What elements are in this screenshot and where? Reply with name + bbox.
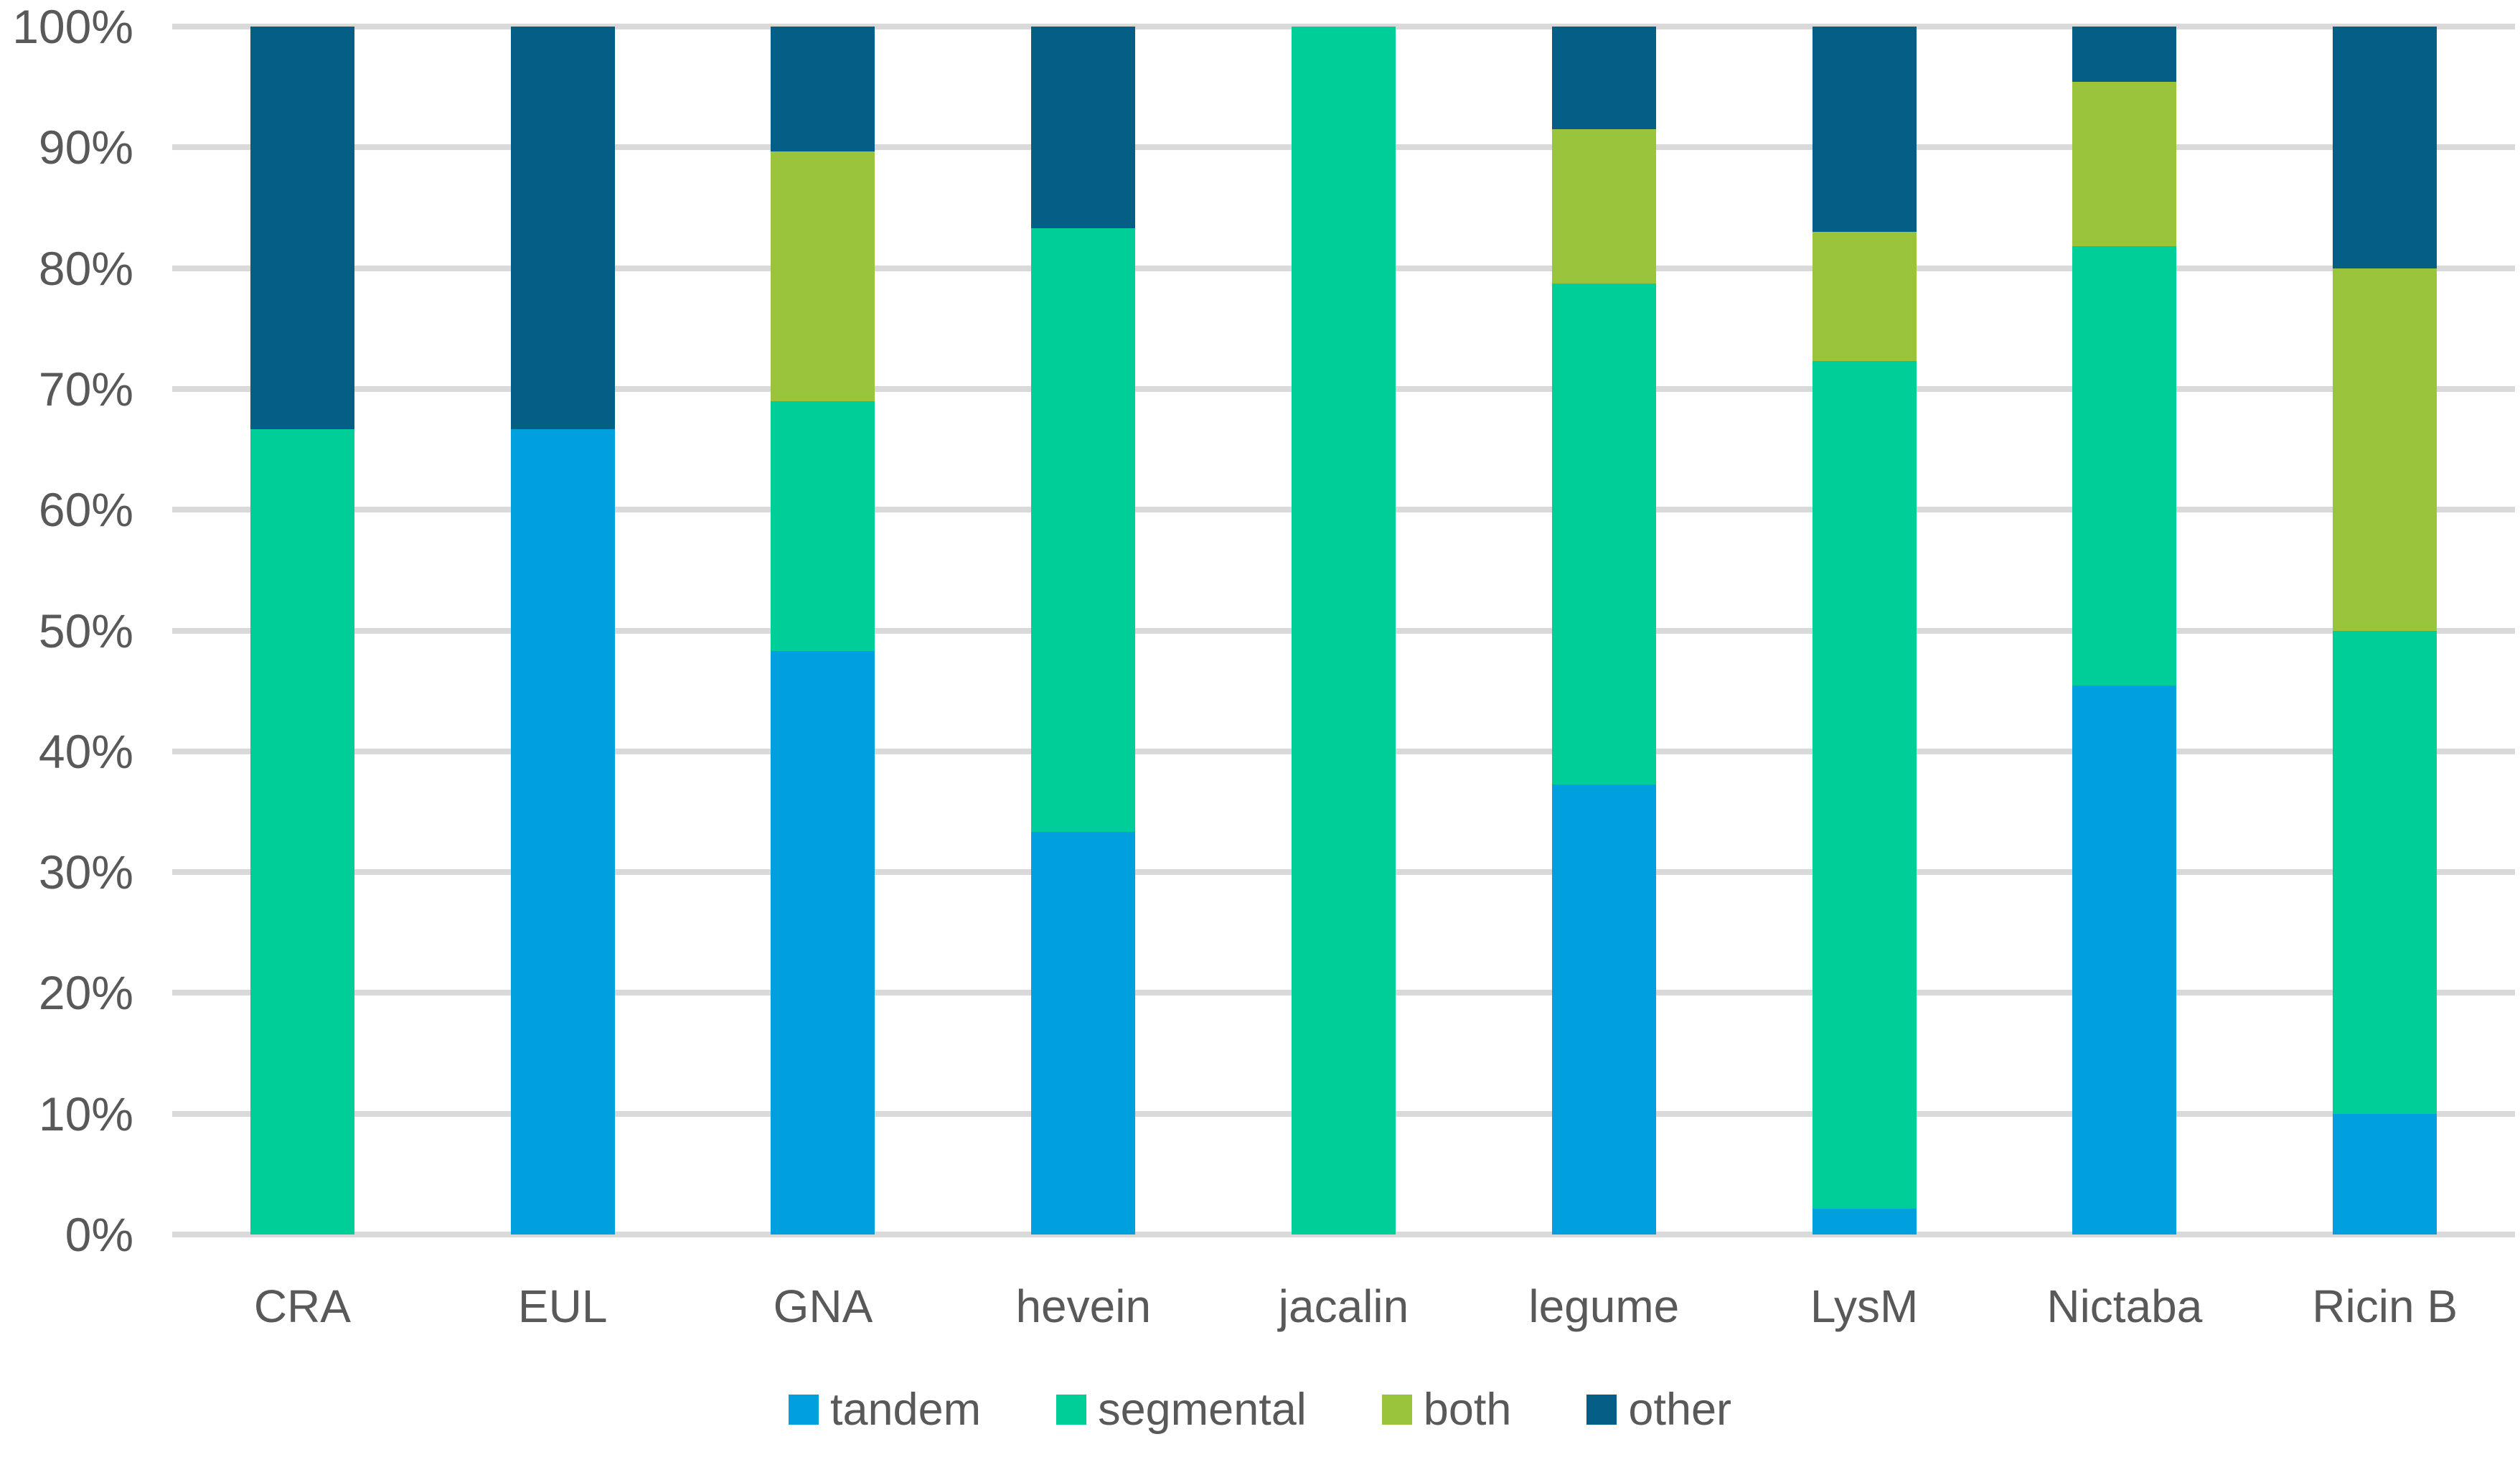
bar-segment-both bbox=[771, 151, 875, 402]
bar-LysM bbox=[1812, 27, 1917, 1235]
bar-slot-LysM bbox=[1734, 27, 1995, 1235]
bar-segment-tandem bbox=[771, 651, 875, 1235]
bar-slot-EUL bbox=[433, 27, 693, 1235]
legend-label-both: both bbox=[1423, 1384, 1512, 1435]
bar-legume bbox=[1551, 27, 1656, 1235]
bar-segment-segmental bbox=[2072, 246, 2177, 686]
legend-item-both: both bbox=[1381, 1384, 1512, 1435]
bar-slot-Ricin B bbox=[2255, 27, 2515, 1235]
x-category-label: CRA bbox=[253, 1280, 351, 1332]
y-tick-label: 80% bbox=[38, 241, 133, 295]
y-axis-tick-labels: 0% 10% 20% 30% 40% 50% 60% 70% 80% 90% 100% bbox=[0, 3, 133, 1258]
bar-segment-segmental bbox=[2333, 630, 2437, 1114]
y-tick-label: 90% bbox=[38, 121, 133, 174]
bar-slot-jacalin bbox=[1213, 27, 1474, 1235]
bar-segment-both bbox=[2072, 81, 2177, 247]
gridline bbox=[172, 1232, 2515, 1237]
bar-segment-segmental bbox=[1292, 27, 1396, 1235]
bar-slot-hevein bbox=[953, 27, 1213, 1235]
y-tick-label: 70% bbox=[38, 362, 133, 416]
bar-slot-Nictaba bbox=[1994, 27, 2255, 1235]
x-category-label: GNA bbox=[773, 1280, 873, 1332]
y-tick-label: 100% bbox=[12, 0, 133, 53]
y-tick-label: 60% bbox=[38, 483, 133, 537]
bar-segment-segmental bbox=[250, 428, 354, 1235]
bar-segment-tandem bbox=[2072, 685, 2177, 1235]
x-category-label: EUL bbox=[517, 1280, 608, 1332]
y-tick-label: 40% bbox=[38, 724, 133, 778]
legend-item-segmental: segmental bbox=[1056, 1387, 1307, 1433]
bar-GNA bbox=[771, 27, 875, 1235]
bar-slot-legume bbox=[1474, 27, 1734, 1235]
x-category-label: hevein bbox=[1015, 1280, 1152, 1332]
x-category-label: Nictaba bbox=[2046, 1280, 2203, 1332]
bar-segment-other bbox=[510, 27, 615, 429]
legend-label-segmental: segmental bbox=[1098, 1384, 1307, 1435]
x-category-label: LysM bbox=[1810, 1280, 1919, 1332]
bar-segment-both bbox=[1551, 129, 1656, 284]
bar-segment-tandem bbox=[1812, 1209, 1917, 1235]
bar-segment-tandem bbox=[510, 428, 615, 1235]
x-category-label: legume bbox=[1528, 1280, 1680, 1332]
bar-segment-other bbox=[1031, 27, 1136, 228]
bar-segment-other bbox=[250, 27, 354, 429]
bar-segment-segmental bbox=[1812, 360, 1917, 1209]
legend-swatch-other bbox=[1586, 1395, 1617, 1425]
legend-swatch-both bbox=[1381, 1395, 1412, 1425]
legend-label-other: other bbox=[1628, 1384, 1732, 1435]
bar-Nictaba bbox=[2072, 27, 2177, 1235]
bar-segment-segmental bbox=[1551, 284, 1656, 785]
bar-segment-tandem bbox=[2333, 1113, 2437, 1235]
bar-slot-CRA bbox=[172, 27, 433, 1235]
bar-segment-other bbox=[2333, 27, 2437, 268]
bar-segment-segmental bbox=[771, 401, 875, 652]
legend-swatch-segmental bbox=[1056, 1395, 1087, 1425]
y-tick-label: 30% bbox=[38, 845, 133, 899]
y-tick-label: 10% bbox=[38, 1087, 133, 1140]
y-tick-label: 0% bbox=[65, 1208, 133, 1261]
bar-segment-tandem bbox=[1031, 832, 1136, 1235]
legend-swatch-tandem bbox=[788, 1395, 819, 1425]
x-axis-category-labels: CRA EUL GNA hevein jacalin legume LysM Nictaba R… bbox=[172, 1274, 2515, 1339]
bar-segment-other bbox=[2072, 27, 2177, 82]
plot-area bbox=[172, 24, 2515, 1237]
y-tick-label: 50% bbox=[38, 604, 133, 657]
legend: tandem segmental both other bbox=[0, 1379, 2520, 1440]
bar-segment-other bbox=[1551, 27, 1656, 130]
bar-hevein bbox=[1031, 27, 1136, 1235]
x-category-label: Ricin B bbox=[2312, 1280, 2458, 1332]
bar-EUL bbox=[510, 27, 615, 1235]
bar-jacalin bbox=[1292, 27, 1396, 1235]
bar-segment-other bbox=[1812, 27, 1917, 233]
bar-Ricin B bbox=[2333, 27, 2437, 1235]
bars-layer bbox=[172, 27, 2515, 1235]
y-tick-label: 20% bbox=[38, 966, 133, 1020]
x-category-label: jacalin bbox=[1278, 1280, 1409, 1332]
bar-segment-both bbox=[2333, 268, 2437, 631]
bar-slot-GNA bbox=[693, 27, 954, 1235]
legend-item-tandem: tandem bbox=[788, 1384, 982, 1435]
legend-label-tandem: tandem bbox=[829, 1384, 982, 1435]
bar-segment-other bbox=[771, 27, 875, 152]
bar-CRA bbox=[250, 27, 354, 1235]
bar-segment-tandem bbox=[1551, 784, 1656, 1235]
bar-segment-segmental bbox=[1031, 228, 1136, 833]
bar-segment-both bbox=[1812, 232, 1917, 361]
legend-item-other: other bbox=[1586, 1387, 1731, 1433]
